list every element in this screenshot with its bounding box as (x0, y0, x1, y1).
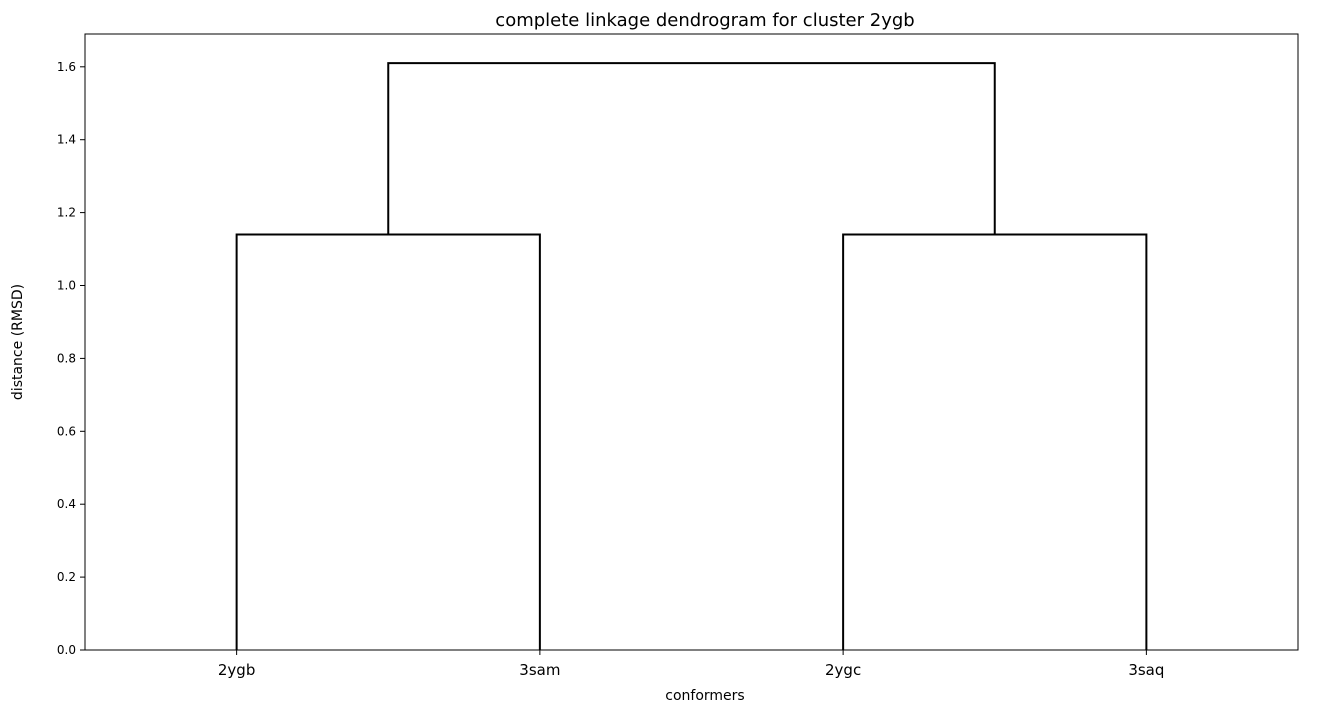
chart-title: complete linkage dendrogram for cluster … (495, 10, 914, 31)
y-tick-label: 0.4 (57, 497, 76, 511)
dendrogram-link-1 (235, 233, 541, 650)
leaf-label-2ygb: 2ygb (218, 661, 255, 679)
leaf-label-2ygc: 2ygc (825, 661, 861, 679)
x-axis-label: conformers (665, 688, 744, 704)
leaf-label-3saq: 3saq (1128, 661, 1164, 679)
x-axis: 2ygb 3sam 2ygc 3saq (218, 650, 1164, 679)
y-tick-label: 0.2 (57, 570, 76, 584)
y-tick-label: 1.2 (57, 206, 76, 220)
y-tick-label: 0.6 (57, 424, 76, 438)
y-axis: 0.0 0.2 0.4 0.6 0.8 1.0 1.2 1.4 1.6 (57, 60, 85, 657)
y-tick-label: 0.0 (57, 643, 76, 657)
y-tick-label: 1.0 (57, 279, 76, 293)
dendrogram-link-2 (842, 233, 1148, 650)
y-tick-label: 0.8 (57, 351, 76, 365)
y-axis-label: distance (RMSD) (10, 284, 26, 400)
dendrogram-link-3 (387, 62, 996, 235)
plot-area-frame (84, 33, 1299, 651)
y-tick-label: 1.6 (57, 60, 76, 74)
dendrogram-links (235, 62, 1148, 650)
y-tick-label: 1.4 (57, 133, 76, 147)
leaf-label-3sam: 3sam (519, 661, 560, 679)
